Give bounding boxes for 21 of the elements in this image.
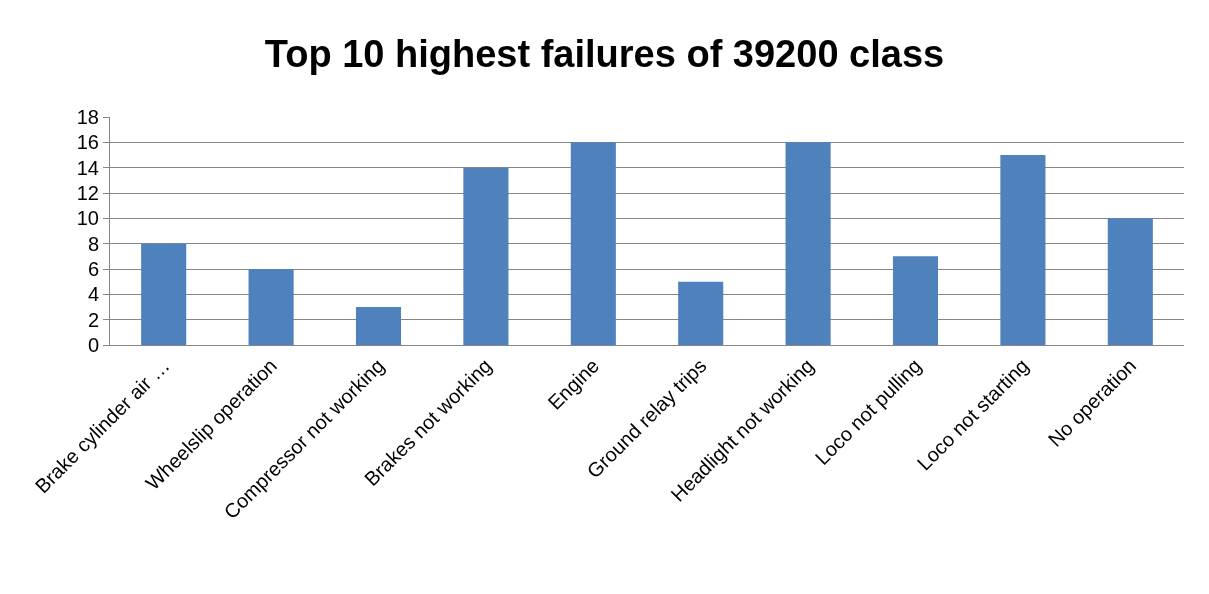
y-tick-label: 6 xyxy=(87,258,99,280)
y-tick-label: 4 xyxy=(87,283,99,306)
y-tick-label: 14 xyxy=(76,156,99,179)
bar xyxy=(1000,155,1046,345)
y-tick-label: 16 xyxy=(76,131,99,154)
bar xyxy=(141,243,187,345)
bar xyxy=(355,307,402,345)
bar xyxy=(463,167,509,345)
y-tick-label: 12 xyxy=(76,182,99,204)
bar xyxy=(678,281,724,345)
bar xyxy=(248,269,294,345)
bar xyxy=(1107,218,1153,345)
bar xyxy=(785,142,831,345)
y-tick-label: 10 xyxy=(76,207,99,230)
chart-title: Top 10 highest failures of 39200 class xyxy=(264,32,945,75)
bar xyxy=(570,142,616,345)
y-tick-label: 0 xyxy=(87,334,99,356)
bar xyxy=(892,256,939,345)
y-tick-label: 8 xyxy=(87,232,99,255)
y-tick-label: 2 xyxy=(87,308,99,331)
y-tick-label: 18 xyxy=(76,106,99,128)
